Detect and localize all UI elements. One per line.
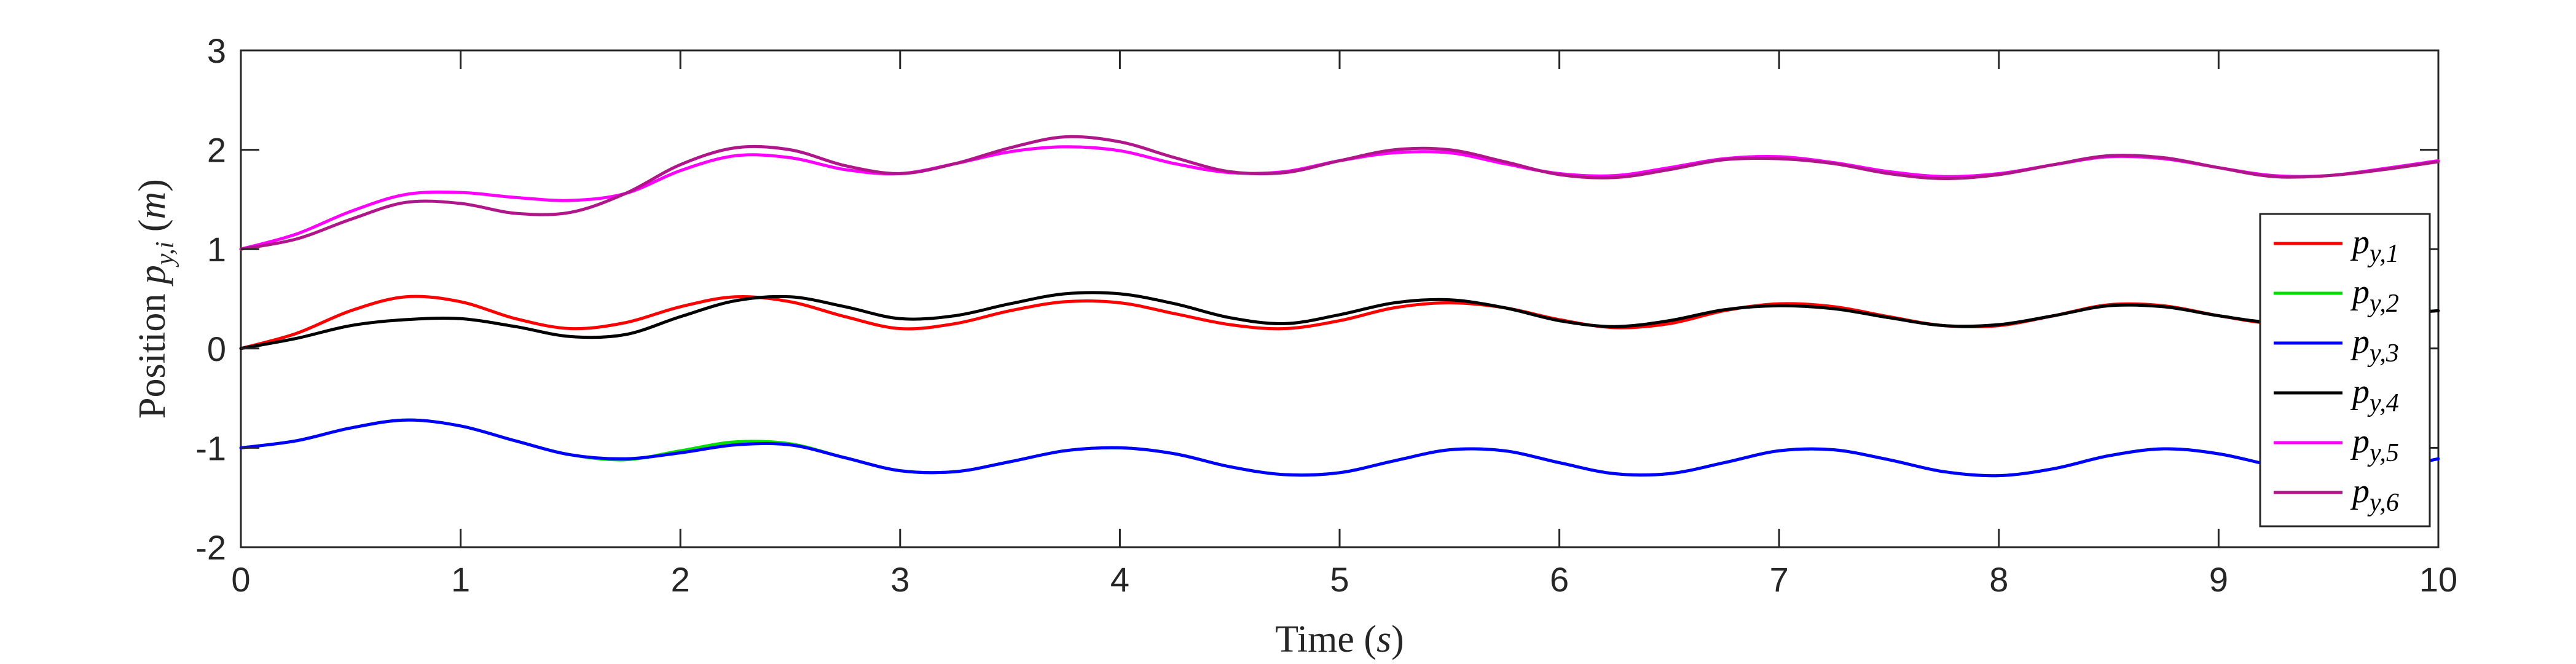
series-layer xyxy=(239,135,2440,478)
plot-area: 0 1 2 3 4 5 6 7 8 9 10 -2 -1 0 1 2 3 xyxy=(195,31,2457,599)
legend-label: py,5 xyxy=(2350,422,2399,467)
y-tick-label: 1 xyxy=(207,230,226,269)
x-tick-label: 8 xyxy=(1989,560,2008,599)
x-axis-title: Time (s) xyxy=(1275,619,1404,660)
legend-box xyxy=(2259,213,2431,528)
legend-label-sub: y,6 xyxy=(2367,489,2399,517)
legend-label: py,3 xyxy=(2350,323,2399,368)
y-tick-label: -2 xyxy=(195,528,226,567)
y-axis-title-unit-close: ) xyxy=(132,179,173,192)
y-axis-title-unit: m xyxy=(132,192,173,219)
x-axis-title-suffix: ) xyxy=(1391,619,1404,660)
x-axis-title-var: s xyxy=(1376,619,1391,660)
legend-label-var: p xyxy=(2350,273,2370,311)
legend-label-sub: y,2 xyxy=(2367,290,2399,318)
x-tick-label: 3 xyxy=(890,560,909,599)
x-tick-label: 4 xyxy=(1110,560,1129,599)
x-tick-label: 9 xyxy=(2209,560,2228,599)
x-tick-label: 5 xyxy=(1330,560,1349,599)
legend-label-var: p xyxy=(2350,422,2370,460)
legend-item: py,5 xyxy=(2274,422,2399,467)
y-axis-title-text: Position xyxy=(132,284,173,419)
legend-item: py,1 xyxy=(2274,223,2399,268)
legend-item: py,6 xyxy=(2274,472,2399,517)
y-axis-title: Position py,i (m) xyxy=(132,179,179,419)
legend-label: py,6 xyxy=(2350,472,2399,517)
legend-label-var: p xyxy=(2350,223,2370,261)
legend-items: py,1py,2py,3py,4py,5py,6 xyxy=(2274,223,2399,517)
series-line-y-6 xyxy=(239,135,2440,251)
legend-label-var: p xyxy=(2350,472,2370,510)
legend-label-sub: y,1 xyxy=(2367,240,2399,268)
legend-label-var: p xyxy=(2350,373,2370,411)
y-axis-title-sub: y,i xyxy=(151,242,179,268)
legend-label: py,2 xyxy=(2350,273,2399,318)
y-tick-label: 3 xyxy=(207,31,226,70)
y-tick-label: 0 xyxy=(207,330,226,368)
legend-label-var: p xyxy=(2350,323,2370,361)
legend-label: py,4 xyxy=(2350,373,2399,417)
x-axis-title-text: Time ( xyxy=(1275,619,1376,660)
y-tick-label: 2 xyxy=(207,131,226,170)
tick-layer: 0 1 2 3 4 5 6 7 8 9 10 -2 -1 0 1 2 3 xyxy=(195,31,2457,599)
x-tick-label: 6 xyxy=(1550,560,1569,599)
x-tick-label: 2 xyxy=(671,560,690,599)
legend-item: py,3 xyxy=(2274,323,2399,368)
legend-item: py,2 xyxy=(2274,273,2399,318)
x-tick-label: 10 xyxy=(2419,560,2457,599)
legend: py,1py,2py,3py,4py,5py,6 xyxy=(2259,213,2431,528)
x-tick-label: 0 xyxy=(231,560,250,599)
series-line-y-3 xyxy=(239,418,2440,478)
x-tick-label: 1 xyxy=(451,560,470,599)
x-tick-label: 7 xyxy=(1770,560,1789,599)
legend-label-sub: y,4 xyxy=(2367,389,2399,417)
series-line-y-4 xyxy=(239,291,2440,350)
legend-label-sub: y,5 xyxy=(2367,439,2399,467)
legend-label-sub: y,3 xyxy=(2367,339,2399,368)
y-axis-title-unit-open: ( xyxy=(132,219,173,241)
y-tick-label: -1 xyxy=(195,429,226,467)
legend-item: py,4 xyxy=(2274,373,2399,417)
y-axis-title-var: p xyxy=(132,265,173,287)
legend-label: py,1 xyxy=(2350,223,2399,268)
